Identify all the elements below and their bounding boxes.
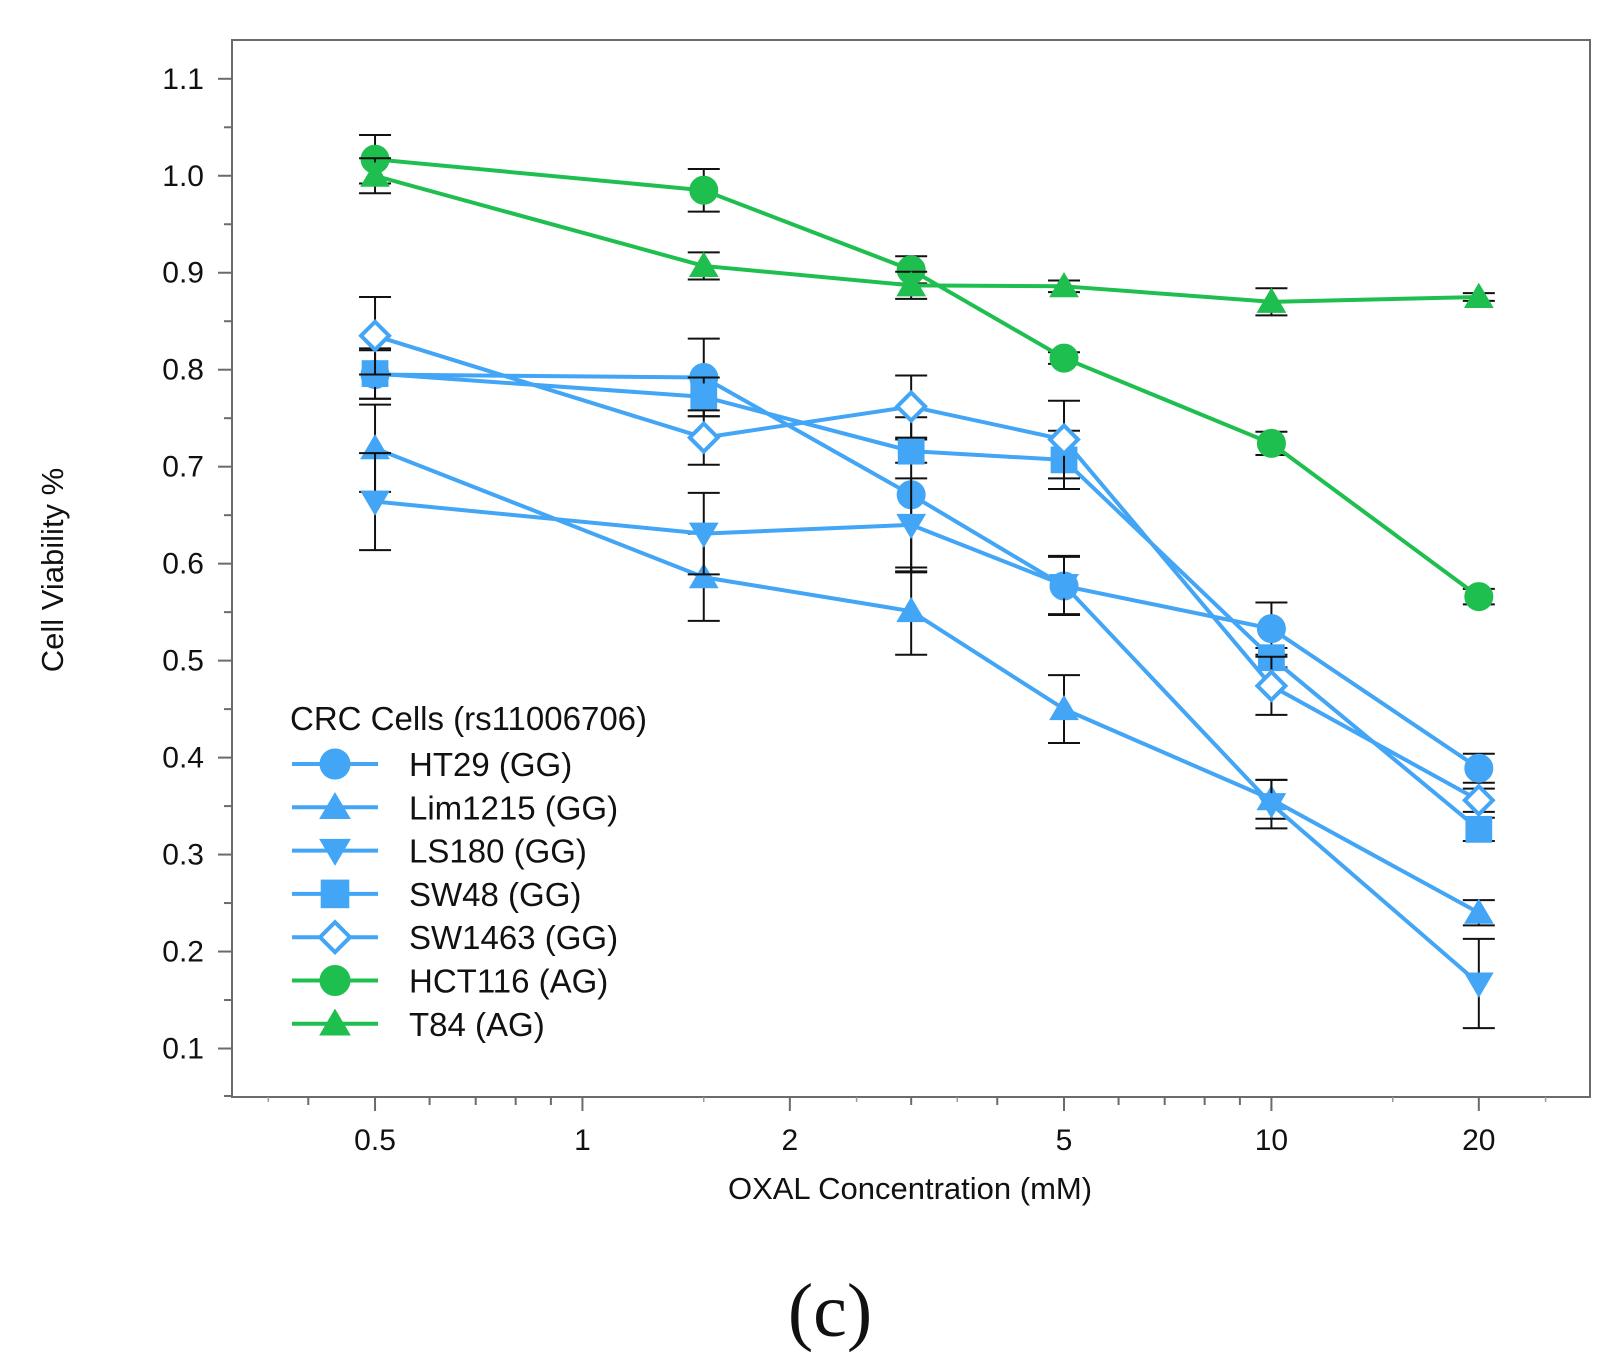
x-tick-label: 20 bbox=[1462, 1124, 1495, 1157]
data-point-ls180-gg bbox=[896, 513, 927, 540]
data-point-lim1215-gg bbox=[1049, 694, 1079, 721]
legend-item-sw48-gg: SW48 (GG) bbox=[292, 876, 581, 913]
legend-marker bbox=[317, 919, 353, 956]
data-point-ht29-gg bbox=[1464, 753, 1494, 783]
legend-item-hct116-ag: HCT116 (AG) bbox=[292, 963, 608, 1000]
x-axis: 0.5 1 2 5 10 20 bbox=[267, 1097, 1547, 1157]
series-sw1463-gg bbox=[358, 295, 1496, 818]
series-sw48-gg bbox=[359, 347, 1495, 843]
legend-label: T84 (AG) bbox=[409, 1006, 545, 1043]
legend-item-ht29-gg: HT29 (GG) bbox=[292, 746, 572, 783]
x-tick-label: 2 bbox=[781, 1124, 798, 1157]
legend-title: CRC Cells (rs11006706) bbox=[290, 700, 647, 737]
series-line-hct116-ag bbox=[374, 157, 1481, 599]
y-tick-label: 0.1 bbox=[162, 1033, 204, 1066]
legend-item-sw1463-gg: SW1463 (GG) bbox=[292, 919, 618, 956]
legend-label: SW48 (GG) bbox=[409, 876, 581, 913]
data-point-sw48-gg bbox=[1465, 815, 1493, 843]
data-point-t84-ag bbox=[360, 161, 390, 187]
data-point-t84-ag bbox=[896, 271, 927, 297]
data-point-sw1463-gg bbox=[1254, 669, 1289, 703]
series-hct116-ag bbox=[359, 134, 1495, 612]
legend-marker bbox=[319, 965, 351, 996]
legend-item-lim1215-gg: Lim1215 (GG) bbox=[292, 789, 618, 826]
x-tick-label: 5 bbox=[1056, 1124, 1073, 1157]
y-axis: 0.1 0.2 0.3 0.4 0.5 0.6 0.7 0.8 0.9 1.0 1.1 bbox=[162, 63, 232, 1097]
data-point-lim1215-gg bbox=[896, 596, 927, 623]
data-point-sw48-gg bbox=[690, 383, 718, 411]
data-point-ls180-gg bbox=[1463, 972, 1494, 998]
y-tick-label: 0.9 bbox=[162, 257, 204, 290]
y-tick-label: 0.7 bbox=[162, 451, 204, 484]
legend-marker bbox=[320, 879, 350, 909]
data-point-sw1463-gg bbox=[894, 389, 928, 424]
series-t84-ag bbox=[359, 157, 1495, 317]
y-tick-label: 0.6 bbox=[162, 548, 204, 581]
data-point-ls180-gg bbox=[1049, 573, 1079, 600]
legend-label: HT29 (GG) bbox=[409, 746, 572, 783]
data-point-hct116-ag bbox=[1464, 582, 1494, 612]
series-line-ht29-gg bbox=[375, 372, 1480, 770]
y-axis-title: Cell Viability % bbox=[35, 468, 70, 672]
data-point-ls180-gg bbox=[360, 490, 390, 516]
plot-area bbox=[358, 134, 1496, 1030]
series-line-lim1215-gg bbox=[374, 446, 1480, 915]
legend: CRC Cells (rs11006706) HT29 (GG) Lim1215 … bbox=[290, 700, 647, 1043]
y-tick-label: 1.1 bbox=[162, 63, 204, 96]
series-ls180-gg bbox=[359, 452, 1495, 1030]
legend-marker bbox=[319, 792, 351, 820]
legend-label: SW1463 (GG) bbox=[409, 919, 618, 956]
legend-label: Lim1215 (GG) bbox=[409, 789, 618, 826]
data-point-sw1463-gg bbox=[358, 318, 392, 353]
series-line-sw48-gg bbox=[374, 371, 1481, 831]
series-line-ls180-gg bbox=[374, 499, 1481, 986]
data-point-sw48-gg bbox=[897, 437, 925, 465]
series-line-t84-ag bbox=[374, 173, 1479, 304]
x-tick-label: 10 bbox=[1255, 1124, 1288, 1157]
x-tick-label: 0.5 bbox=[354, 1124, 396, 1157]
data-point-lim1215-gg bbox=[688, 562, 719, 589]
data-point-t84-ag bbox=[1256, 287, 1287, 313]
x-axis-title: OXAL Concentration (mM) bbox=[728, 1171, 1092, 1206]
y-tick-label: 0.4 bbox=[162, 742, 204, 775]
data-point-sw1463-gg bbox=[1461, 783, 1496, 818]
y-tick-label: 1.0 bbox=[162, 160, 204, 193]
data-point-t84-ag bbox=[1463, 282, 1494, 308]
y-tick-label: 0.8 bbox=[162, 354, 204, 387]
legend-marker bbox=[319, 838, 351, 866]
y-tick-label: 0.3 bbox=[162, 839, 204, 872]
data-point-ht29-gg bbox=[1256, 614, 1286, 644]
legend-item-ls180-gg: LS180 (GG) bbox=[292, 833, 587, 870]
data-point-hct116-ag bbox=[1049, 343, 1079, 373]
data-point-t84-ag bbox=[1049, 272, 1079, 298]
data-point-lim1215-gg bbox=[1463, 898, 1494, 924]
panel-label: (c) bbox=[788, 1269, 872, 1353]
data-point-sw1463-gg bbox=[1047, 422, 1081, 457]
x-tick-label: 1 bbox=[574, 1124, 591, 1157]
data-point-sw1463-gg bbox=[686, 420, 721, 455]
y-tick-label: 0.5 bbox=[162, 645, 204, 678]
series-line-sw1463-gg bbox=[374, 333, 1480, 803]
data-point-ls180-gg bbox=[688, 522, 719, 548]
data-point-t84-ag bbox=[688, 251, 719, 277]
legend-item-t84-ag: T84 (AG) bbox=[292, 1006, 545, 1043]
data-point-hct116-ag bbox=[689, 175, 719, 205]
legend-label: LS180 (GG) bbox=[409, 833, 587, 870]
data-point-ls180-gg bbox=[1256, 793, 1287, 819]
legend-marker bbox=[319, 1008, 351, 1036]
data-point-hct116-ag bbox=[1256, 428, 1286, 458]
legend-marker bbox=[319, 748, 351, 780]
legend-label: HCT116 (AG) bbox=[409, 963, 608, 1000]
y-tick-label: 0.2 bbox=[162, 936, 204, 969]
